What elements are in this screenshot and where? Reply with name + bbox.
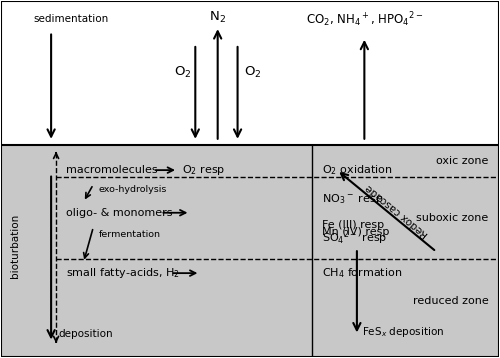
Text: NO$_3$$^-$ resp: NO$_3$$^-$ resp bbox=[322, 192, 384, 205]
Text: oligo- & monomers: oligo- & monomers bbox=[66, 208, 172, 218]
Text: Mn (IV) resp: Mn (IV) resp bbox=[322, 227, 390, 237]
Text: CH$_4$ formation: CH$_4$ formation bbox=[322, 266, 402, 280]
Text: CO$_2$, NH$_4$$^+$, HPO$_4$$^{2-}$: CO$_2$, NH$_4$$^+$, HPO$_4$$^{2-}$ bbox=[306, 10, 423, 29]
Text: macromolecules: macromolecules bbox=[66, 165, 158, 175]
Text: SO$_4$$^{2-}$ resp: SO$_4$$^{2-}$ resp bbox=[322, 228, 388, 247]
Text: O$_2$ resp: O$_2$ resp bbox=[182, 163, 225, 177]
Text: suboxic zone: suboxic zone bbox=[416, 213, 488, 223]
Bar bbox=[2, 145, 498, 357]
Bar bbox=[2, 1, 498, 145]
Text: deposition: deposition bbox=[58, 329, 113, 339]
Text: O$_2$ oxidation: O$_2$ oxidation bbox=[322, 163, 392, 177]
Text: FeS$_x$ deposition: FeS$_x$ deposition bbox=[362, 325, 444, 339]
Text: Fe (III) resp: Fe (III) resp bbox=[322, 220, 384, 230]
Text: oxic zone: oxic zone bbox=[436, 156, 488, 166]
Text: O$_2$: O$_2$ bbox=[174, 65, 192, 80]
Text: O$_2$: O$_2$ bbox=[244, 65, 261, 80]
Text: bioturbation: bioturbation bbox=[10, 213, 20, 278]
Text: sedimentation: sedimentation bbox=[34, 14, 109, 24]
Text: reduced zone: reduced zone bbox=[413, 296, 488, 306]
Text: fermentation: fermentation bbox=[98, 229, 160, 238]
Text: small fatty-acids, H$_2$: small fatty-acids, H$_2$ bbox=[66, 266, 180, 280]
Text: exo-hydrolysis: exo-hydrolysis bbox=[98, 185, 166, 194]
Text: Redox cascade: Redox cascade bbox=[364, 182, 430, 240]
Text: N$_2$: N$_2$ bbox=[209, 10, 226, 25]
